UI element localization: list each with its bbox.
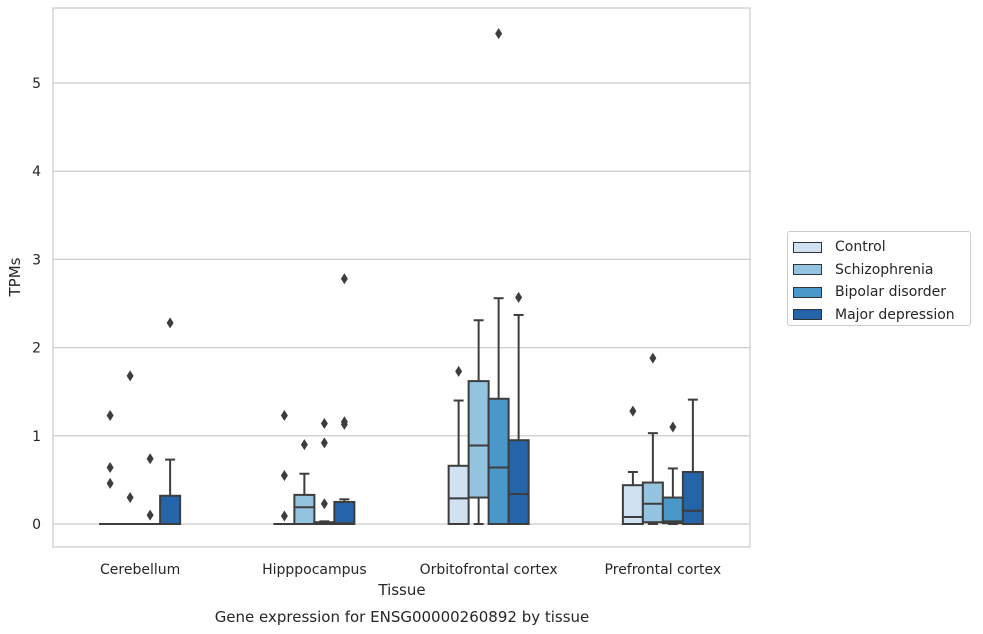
outlier-point-control-prefrontal-cortex-0 [629,405,637,417]
x-axis-label: Tissue [377,581,425,599]
legend-item-major-depression: Major depression [793,304,970,327]
x-tick-label-orbitofrontal-cortex: Orbitofrontal cortex [420,562,558,578]
x-tick-label-hipppocampus: Hipppocampus [262,562,367,578]
y-tick-labels: 0 1 2 3 4 5 [32,76,41,533]
legend-label-control: Control [835,239,886,256]
y-axis-label: TPMs [6,257,24,297]
box-major-depression-cerebellum [159,317,182,525]
legend: Control Schizophrenia Bipolar disorder M… [787,231,971,326]
legend-label-major-depression: Major depression [835,306,955,323]
box-schizophrenia-hipppocampus [293,439,316,526]
x-tick-label-prefrontal-cortex: Prefrontal cortex [605,562,722,578]
box-body-major-depression-prefrontal-cortex [681,470,704,526]
y-tick-label-0: 0 [32,517,41,533]
box-body-major-depression-orbitofrontal-cortex [507,439,530,525]
outlier-point-major-depression-hipppocampus-0 [340,273,348,285]
y-tick-label-3: 3 [32,252,41,268]
box-bipolar-disorder-cerebellum [139,453,162,526]
box-schizophrenia-cerebellum [119,370,142,526]
outlier-point-control-hipppocampus-1 [280,469,288,481]
box-bipolar-disorder-hipppocampus [313,417,336,526]
x-tick-label-cerebellum: Cerebellum [100,562,180,578]
legend-item-schizophrenia: Schizophrenia [793,259,970,282]
outlier-point-schizophrenia-hipppocampus-0 [300,439,308,451]
box-body-control-orbitofrontal-cortex [447,464,470,525]
y-tick-label-1: 1 [32,429,41,445]
outlier-point-bipolar-disorder-hipppocampus-1 [320,437,328,449]
box-control-hipppocampus [273,410,296,526]
box-body-control-prefrontal-cortex [621,484,644,525]
outlier-point-major-depression-cerebellum-0 [166,317,174,329]
box-body-bipolar-disorder-prefrontal-cortex [661,496,684,525]
legend-label-bipolar-disorder: Bipolar disorder [835,284,947,301]
outlier-point-schizophrenia-cerebellum-1 [126,492,134,504]
box-body-major-depression-hipppocampus [333,500,356,526]
box-body-major-depression-cerebellum [159,494,182,525]
legend-swatch-schizophrenia [793,264,822,276]
legend-swatch-control [793,241,822,253]
outlier-point-control-cerebellum-1 [106,462,114,474]
y-tick-label-2: 2 [32,341,41,357]
outlier-point-control-orbitofrontal-cortex-0 [455,365,463,377]
outlier-point-bipolar-disorder-orbitofrontal-cortex-0 [495,28,503,40]
legend-label-schizophrenia: Schizophrenia [835,261,934,278]
legend-swatch-bipolar-disorder [793,286,822,298]
outlier-point-bipolar-disorder-cerebellum-1 [146,509,154,521]
box-body-schizophrenia-orbitofrontal-cortex [467,380,490,499]
box-major-depression-orbitofrontal-cortex [507,291,530,525]
outlier-point-major-depression-hipppocampus-2 [340,418,348,430]
box-major-depression-hipppocampus [333,273,356,526]
outlier-point-control-cerebellum-2 [106,477,114,489]
outlier-point-schizophrenia-prefrontal-cortex-0 [649,352,657,364]
outlier-point-control-hipppocampus-0 [280,410,288,422]
legend-item-control: Control [793,236,970,259]
box-bipolar-disorder-prefrontal-cortex [661,421,684,525]
plot-area [52,7,751,548]
x-tick-labels: Cerebellum Hipppocampus Orbitofrontal cort… [100,562,721,578]
box-bipolar-disorder-orbitofrontal-cortex [487,28,510,526]
outlier-point-bipolar-disorder-prefrontal-cortex-0 [669,421,677,433]
box-body-schizophrenia-hipppocampus [293,493,316,526]
box-body-bipolar-disorder-orbitofrontal-cortex [487,397,510,526]
y-tick-label-4: 4 [32,164,41,180]
outlier-point-bipolar-disorder-cerebellum-0 [146,453,154,465]
legend-item-bipolar-disorder: Bipolar disorder [793,281,970,304]
y-tick-label-5: 5 [32,76,41,92]
box-control-orbitofrontal-cortex [447,365,470,525]
outlier-point-control-cerebellum-0 [106,410,114,422]
box-schizophrenia-prefrontal-cortex [641,352,664,525]
box-major-depression-prefrontal-cortex [681,398,704,526]
outlier-point-schizophrenia-cerebellum-0 [126,370,134,382]
box-layer [99,28,704,526]
legend-swatch-major-depression [793,309,822,321]
outlier-point-major-depression-orbitofrontal-cortex-0 [515,291,523,303]
box-body-schizophrenia-prefrontal-cortex [641,481,664,524]
outlier-point-bipolar-disorder-hipppocampus-0 [320,417,328,429]
chart-title: Gene expression for ENSG00000260892 by t… [215,608,590,626]
outlier-point-control-hipppocampus-2 [280,510,288,522]
outlier-point-bipolar-disorder-hipppocampus-2 [320,498,328,510]
box-schizophrenia-orbitofrontal-cortex [467,319,490,525]
